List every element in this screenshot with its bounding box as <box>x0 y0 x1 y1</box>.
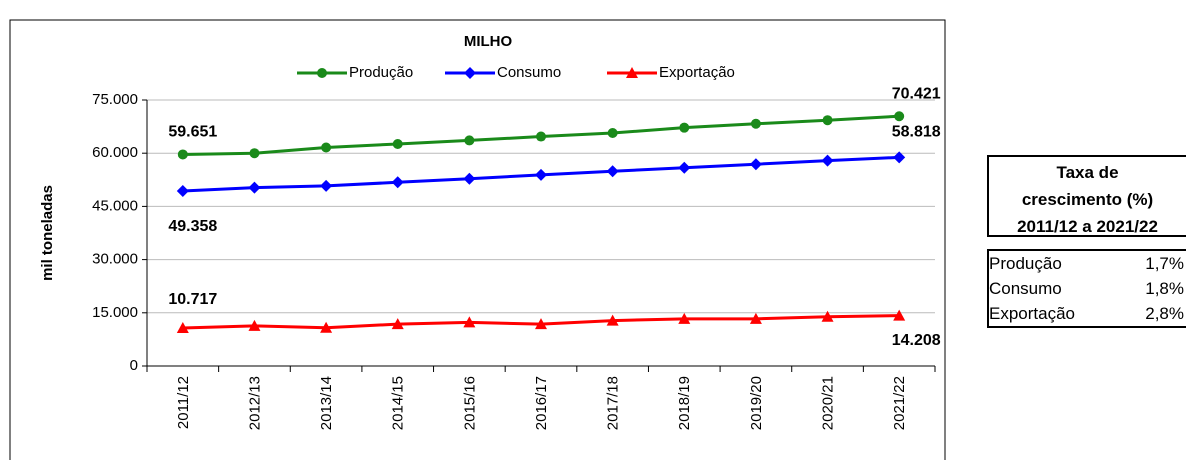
legend-label: Produção <box>349 64 413 81</box>
point <box>749 312 762 324</box>
point <box>176 184 189 197</box>
table-cell: Exportação <box>989 304 1075 323</box>
point <box>463 316 476 328</box>
table-header-line: 2011/12 a 2021/22 <box>1017 217 1158 236</box>
y-tick-label: 60.000 <box>92 144 138 161</box>
point <box>894 111 905 122</box>
point <box>626 67 638 78</box>
point <box>678 312 691 324</box>
table-cell: 1,8% <box>1145 279 1184 298</box>
data-label: 49.358 <box>168 218 217 235</box>
x-tick-label: 2017/18 <box>605 376 622 430</box>
point <box>893 151 906 164</box>
point <box>464 135 475 146</box>
point <box>177 149 188 160</box>
table-cell: 2,8% <box>1145 304 1184 323</box>
table-header-line: crescimento (%) <box>1021 190 1154 209</box>
table-cell: Consumo <box>989 279 1062 298</box>
x-tick-label: 2021/22 <box>891 376 908 430</box>
point <box>678 161 691 174</box>
growth-table: Taxa de crescimento (%) 2011/12 a 2021/22 … <box>987 155 1186 328</box>
point <box>535 318 547 330</box>
table-cell: 1,7% <box>1145 254 1184 273</box>
table-cell: Produção <box>989 254 1062 273</box>
table-row: Consumo 1,8% <box>989 276 1186 301</box>
y-tick-label: 75.000 <box>92 91 138 108</box>
point <box>821 310 834 322</box>
point <box>749 158 762 171</box>
data-label: 58.818 <box>892 124 941 141</box>
point <box>320 321 333 333</box>
y-tick-label: 30.000 <box>92 251 138 268</box>
data-label: 70.421 <box>892 85 941 102</box>
point <box>464 67 476 79</box>
point <box>535 168 547 181</box>
point <box>606 314 619 326</box>
x-tick-label: 2012/13 <box>246 376 263 430</box>
y-tick-label: 15.000 <box>92 304 138 321</box>
x-tick-label: 2015/16 <box>461 376 478 430</box>
point <box>821 154 834 167</box>
table-header-line: Taxa de <box>1056 163 1119 182</box>
point <box>536 131 546 142</box>
point <box>607 127 618 138</box>
legend-label: Exportação <box>659 64 735 81</box>
chart-border <box>9 19 946 460</box>
data-label: 14.208 <box>892 332 941 349</box>
point <box>321 142 332 153</box>
point <box>391 176 404 189</box>
chart-title: MILHO <box>464 33 513 50</box>
x-tick-label: 2016/17 <box>533 376 550 430</box>
point <box>392 138 403 149</box>
x-tick-label: 2018/19 <box>676 376 693 430</box>
point <box>893 309 906 321</box>
data-label: 59.651 <box>168 124 217 141</box>
point <box>248 181 261 194</box>
point <box>320 179 333 192</box>
point <box>822 115 833 126</box>
point <box>606 165 619 178</box>
y-tick-label: 45.000 <box>92 197 138 214</box>
table-row: Produção 1,7% <box>989 251 1186 276</box>
table-header: Taxa de crescimento (%) 2011/12 a 2021/22 <box>987 155 1186 237</box>
y-tick-label: 0 <box>130 357 138 374</box>
point <box>248 319 261 331</box>
legend-label: Consumo <box>497 64 561 81</box>
x-tick-label: 2011/12 <box>175 376 192 429</box>
point <box>176 321 189 333</box>
point <box>679 122 690 133</box>
point <box>750 118 761 129</box>
table-body: Produção 1,7% Consumo 1,8% Exportação 2,8% <box>987 249 1186 328</box>
data-label: 10.717 <box>168 291 217 308</box>
table-row: Exportação 2,8% <box>989 301 1186 326</box>
point <box>391 318 404 330</box>
point <box>317 68 327 78</box>
x-tick-label: 2014/15 <box>390 376 407 430</box>
y-axis-label: mil toneladas <box>39 185 56 281</box>
point <box>463 172 476 185</box>
x-tick-label: 2019/20 <box>748 376 765 430</box>
x-tick-label: 2020/21 <box>820 376 837 430</box>
point <box>249 148 260 159</box>
x-tick-label: 2013/14 <box>318 376 335 430</box>
